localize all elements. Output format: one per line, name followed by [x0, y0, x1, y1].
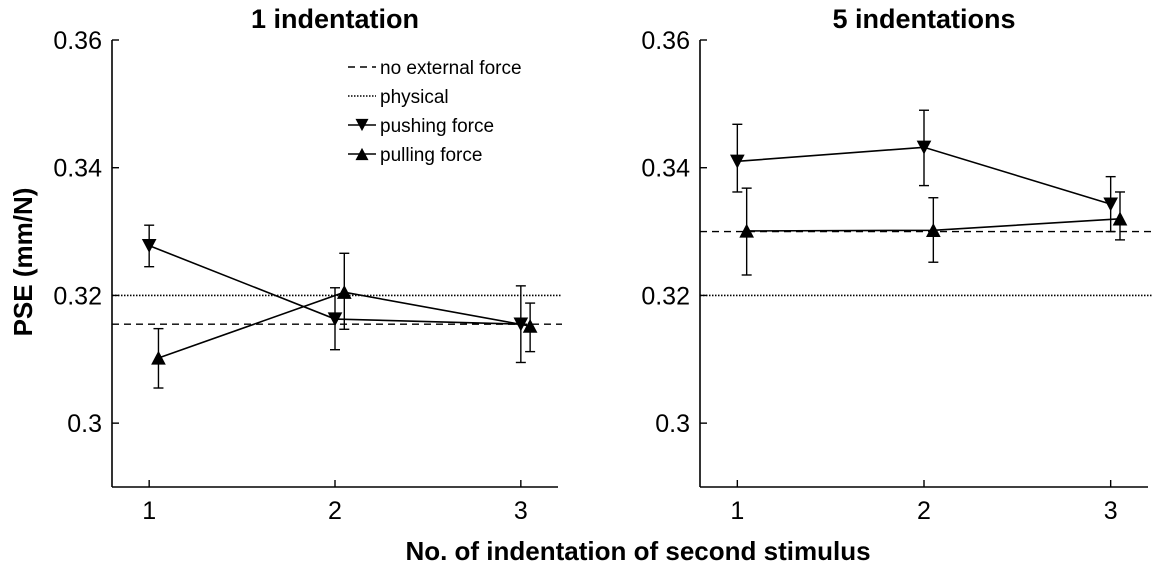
legend-label: no external force: [380, 58, 522, 79]
legend-label: physical: [380, 87, 449, 108]
x-tick-label: 2: [328, 497, 342, 525]
marker-pulling: [1112, 211, 1128, 226]
y-tick-label: 0.3: [655, 410, 690, 438]
y-tick-label: 0.36: [53, 27, 102, 55]
x-tick-label: 1: [142, 497, 156, 525]
marker-pushing: [916, 140, 932, 155]
marker-pushing: [1103, 197, 1118, 212]
legend: no external force physical pushing force pu…: [348, 58, 522, 166]
marker-pulling: [336, 284, 352, 299]
legend-item-pulling: pulling force: [348, 145, 482, 166]
panel-title: 5 indentations: [832, 4, 1015, 34]
marker-pulling: [522, 318, 538, 333]
marker-pulling: [739, 223, 754, 238]
panel-title: 1 indentation: [251, 4, 419, 34]
legend-label: pulling force: [380, 145, 482, 166]
x-tick-label: 3: [1104, 497, 1118, 525]
legend-item-pushing: pushing force: [348, 116, 494, 137]
legend-item-physical: physical: [348, 87, 449, 108]
marker-pushing: [730, 154, 745, 169]
y-tick-label: 0.34: [53, 155, 102, 183]
y-tick-label: 0.32: [53, 282, 102, 310]
y-tick-label: 0.34: [641, 155, 690, 183]
y-tick-label: 0.36: [641, 27, 690, 55]
x-tick-label: 3: [514, 497, 528, 525]
panel-2: 5 indentations 0.3 0.32 0.34 0.36 1 2 3: [641, 4, 1152, 525]
x-tick-label: 2: [917, 497, 931, 525]
marker-pulling: [926, 223, 941, 237]
marker-pushing: [327, 312, 343, 327]
marker-pulling: [151, 350, 166, 365]
marker-pushing: [141, 238, 157, 253]
y-tick-label: 0.3: [67, 410, 102, 438]
legend-marker: [355, 118, 369, 132]
legend-label: pushing force: [380, 116, 494, 137]
legend-marker: [355, 147, 369, 161]
legend-item-no-external: no external force: [348, 58, 522, 79]
y-tick-label: 0.32: [641, 282, 690, 310]
y-axis-label: PSE (mm/N): [8, 188, 38, 337]
x-axis-label: No. of indentation of second stimulus: [405, 536, 870, 566]
panel-1: 1 indentation 0.3 0.32 0.34 0.36 1 2 3: [53, 4, 562, 525]
x-tick-label: 1: [730, 497, 744, 525]
